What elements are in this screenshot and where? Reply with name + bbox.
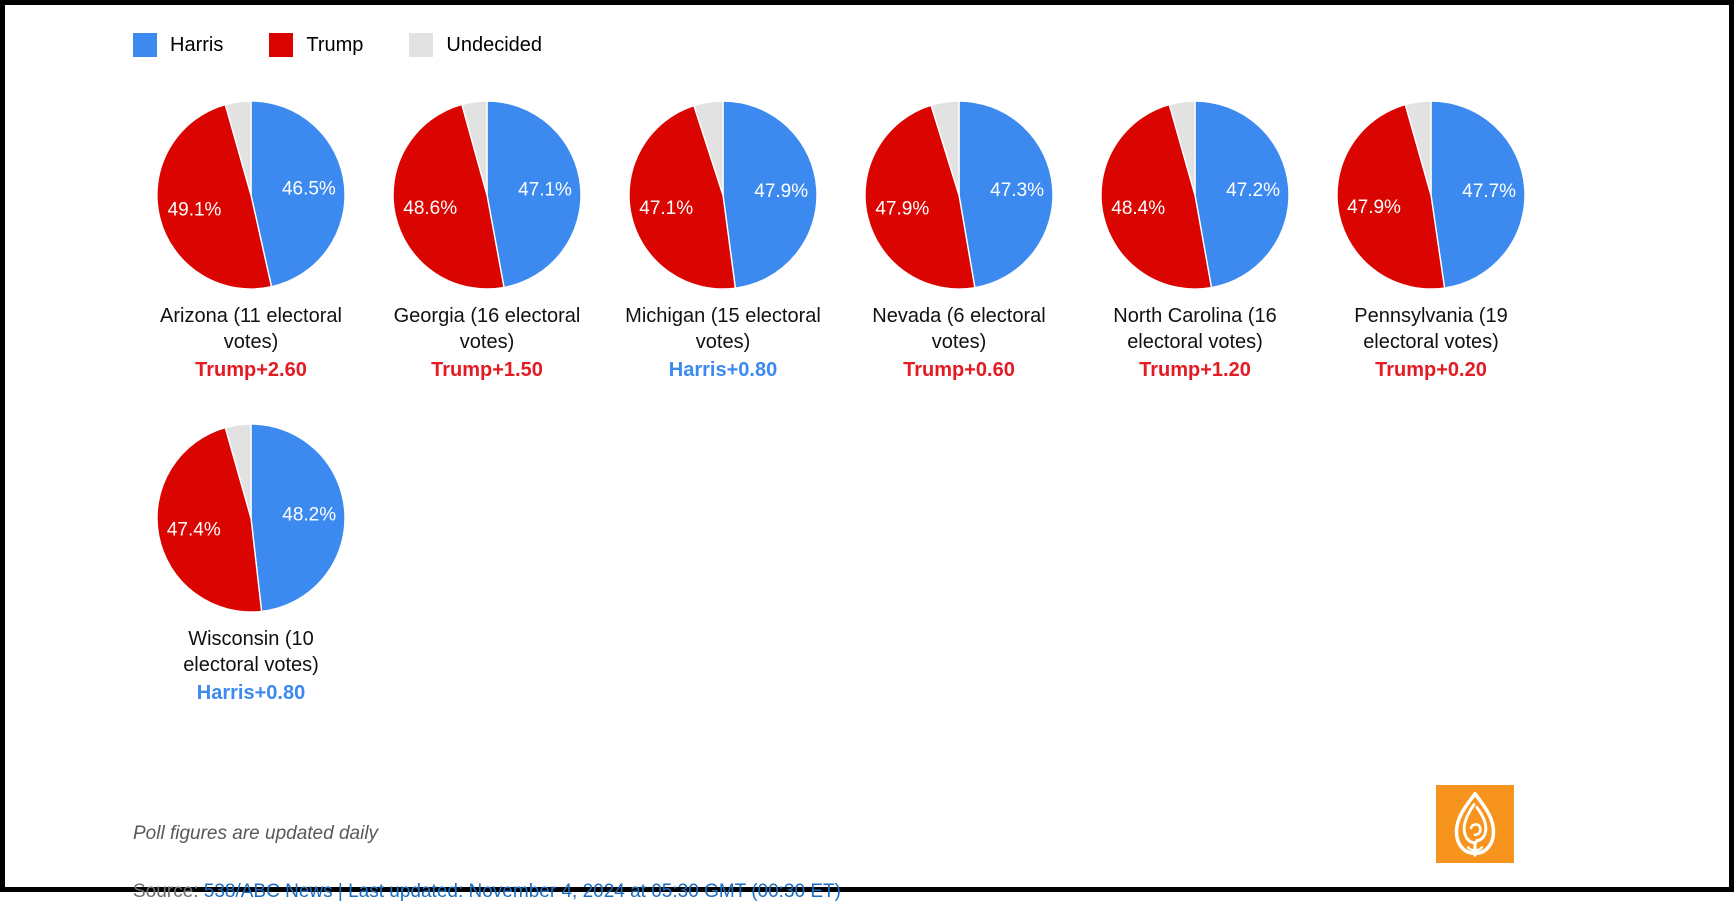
legend-label-harris: Harris <box>170 33 224 56</box>
legend-item-trump: Trump <box>269 33 363 57</box>
pie-slice-undecided[interactable] <box>1168 100 1196 196</box>
slice-percent-label: 48.2% <box>282 504 336 525</box>
state-margin: Harris+0.80 <box>196 681 306 704</box>
pie-slice-trump[interactable] <box>156 103 273 290</box>
pie-slice-trump[interactable] <box>864 104 976 290</box>
state-pie-cell: 47.3% 47.9% Nevada (6 electoral votes) Trum… <box>841 99 1077 382</box>
pie-slice-undecided[interactable] <box>461 100 488 196</box>
state-margin: Trump+1.50 <box>431 358 543 381</box>
pie-slice-trump[interactable] <box>1100 103 1213 290</box>
state-margin: Trump+0.20 <box>1375 358 1487 381</box>
state-label: Nevada (6 electoral votes) <box>872 305 1046 354</box>
pie-chart[interactable]: 46.5% 49.1% <box>155 99 347 291</box>
state-label: Georgia (16 electoral votes) <box>393 305 581 354</box>
pie-slice-harris[interactable] <box>486 100 582 289</box>
slice-percent-label: 47.1% <box>639 198 693 219</box>
al-jazeera-logo <box>1436 785 1514 863</box>
pie-slice-harris[interactable] <box>250 100 346 288</box>
slice-percent-label: 47.4% <box>167 519 221 540</box>
state-label: North Carolina (16 electoral votes) <box>1113 305 1277 354</box>
pie-grid: 46.5% 49.1% Arizona (11 electoral votes) Tr… <box>133 99 1573 745</box>
state-margin: Harris+0.80 <box>668 358 778 381</box>
state-label: Pennsylvania (19 electoral votes) <box>1354 305 1508 354</box>
pie-chart[interactable]: 47.9% 47.1% <box>627 99 819 291</box>
pie-chart[interactable]: 47.3% 47.9% <box>863 99 1055 291</box>
slice-percent-label: 47.9% <box>875 199 929 220</box>
state-margin: Trump+1.20 <box>1139 358 1251 381</box>
pie-slice-harris[interactable] <box>1194 100 1290 289</box>
slice-percent-label: 48.4% <box>1111 198 1165 219</box>
update-note: Poll figures are updated daily <box>133 822 379 844</box>
state-pie-cell: 47.7% 47.9% Pennsylvania (19 electoral vot… <box>1313 99 1549 382</box>
state-pie-cell: 47.9% 47.1% Michigan (15 electoral votes) H… <box>605 99 841 382</box>
slice-percent-label: 47.3% <box>990 180 1044 201</box>
source-link[interactable]: 538/ABC News | Last updated: November 4,… <box>203 880 841 902</box>
legend: Harris Trump Undecided <box>133 33 1729 57</box>
legend-item-harris: Harris <box>133 33 223 57</box>
pie-chart[interactable]: 47.1% 48.6% <box>391 99 583 291</box>
al-jazeera-flame-icon <box>1454 792 1496 857</box>
pie-chart[interactable]: 47.2% 48.4% <box>1099 99 1291 291</box>
state-pie-cell: 48.2% 47.4% Wisconsin (10 electoral votes)… <box>133 422 369 705</box>
undecided-swatch-icon <box>409 33 434 57</box>
pie-slice-harris[interactable] <box>1430 100 1526 289</box>
slice-percent-label: 49.1% <box>168 199 222 220</box>
slice-percent-label: 47.9% <box>754 181 808 202</box>
pie-slice-trump[interactable] <box>1336 103 1446 290</box>
pie-chart[interactable]: 48.2% 47.4% <box>155 422 347 614</box>
harris-swatch-icon <box>133 33 157 57</box>
slice-percent-label: 47.7% <box>1462 181 1516 202</box>
pie-slice-trump[interactable] <box>156 426 263 613</box>
pie-chart[interactable]: 47.7% 47.9% <box>1335 99 1527 291</box>
pie-slice-undecided[interactable] <box>693 100 724 196</box>
pie-slice-harris[interactable] <box>958 100 1054 289</box>
state-margin: Trump+0.60 <box>903 358 1015 381</box>
pie-slice-undecided[interactable] <box>930 100 960 196</box>
slice-percent-label: 47.1% <box>518 180 572 201</box>
state-label: Wisconsin (10 electoral votes) <box>183 627 319 677</box>
pie-slice-undecided[interactable] <box>224 100 252 196</box>
trump-swatch-icon <box>269 33 294 57</box>
state-pie-cell: 47.2% 48.4% North Carolina (16 electoral v… <box>1077 99 1313 382</box>
slice-percent-label: 47.9% <box>1347 197 1401 218</box>
state-margin: Trump+2.60 <box>195 358 307 381</box>
state-label: Michigan (15 electoral votes) <box>625 305 821 354</box>
pie-slice-trump[interactable] <box>392 103 505 290</box>
legend-item-undecided: Undecided <box>409 33 542 57</box>
pie-slice-undecided[interactable] <box>1404 100 1432 196</box>
legend-label-undecided: Undecided <box>446 33 543 56</box>
slice-percent-label: 46.5% <box>282 179 336 200</box>
state-label: Arizona (11 electoral votes) <box>160 305 342 354</box>
pie-slice-harris[interactable] <box>722 100 818 289</box>
slice-percent-label: 48.6% <box>403 198 457 219</box>
pie-slice-undecided[interactable] <box>224 423 252 518</box>
legend-label-trump: Trump <box>306 33 364 56</box>
source-prefix: Source: <box>133 880 204 902</box>
state-pie-cell: 46.5% 49.1% Arizona (11 electoral votes) Tr… <box>133 99 369 382</box>
chart-content: Harris Trump Undecided 46.5% 49.1% Arizona… <box>5 5 1729 903</box>
slice-percent-label: 47.2% <box>1226 180 1280 201</box>
state-pie-cell: 47.1% 48.6% Georgia (16 electoral votes) Tr… <box>369 99 605 382</box>
pie-slice-harris[interactable] <box>250 423 346 612</box>
